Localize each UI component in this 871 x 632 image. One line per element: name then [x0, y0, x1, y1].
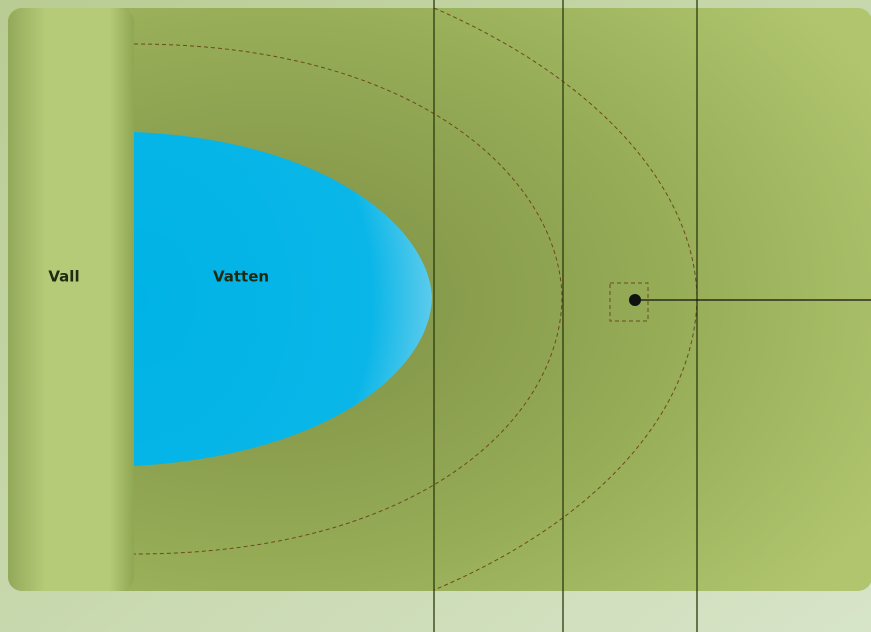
point — [629, 294, 641, 306]
lines — [433, 0, 871, 632]
water-label: Vatten — [213, 268, 269, 286]
water — [134, 132, 432, 466]
wall — [8, 8, 134, 591]
wall-label: Vall — [48, 268, 79, 286]
contours — [133, 7, 698, 591]
